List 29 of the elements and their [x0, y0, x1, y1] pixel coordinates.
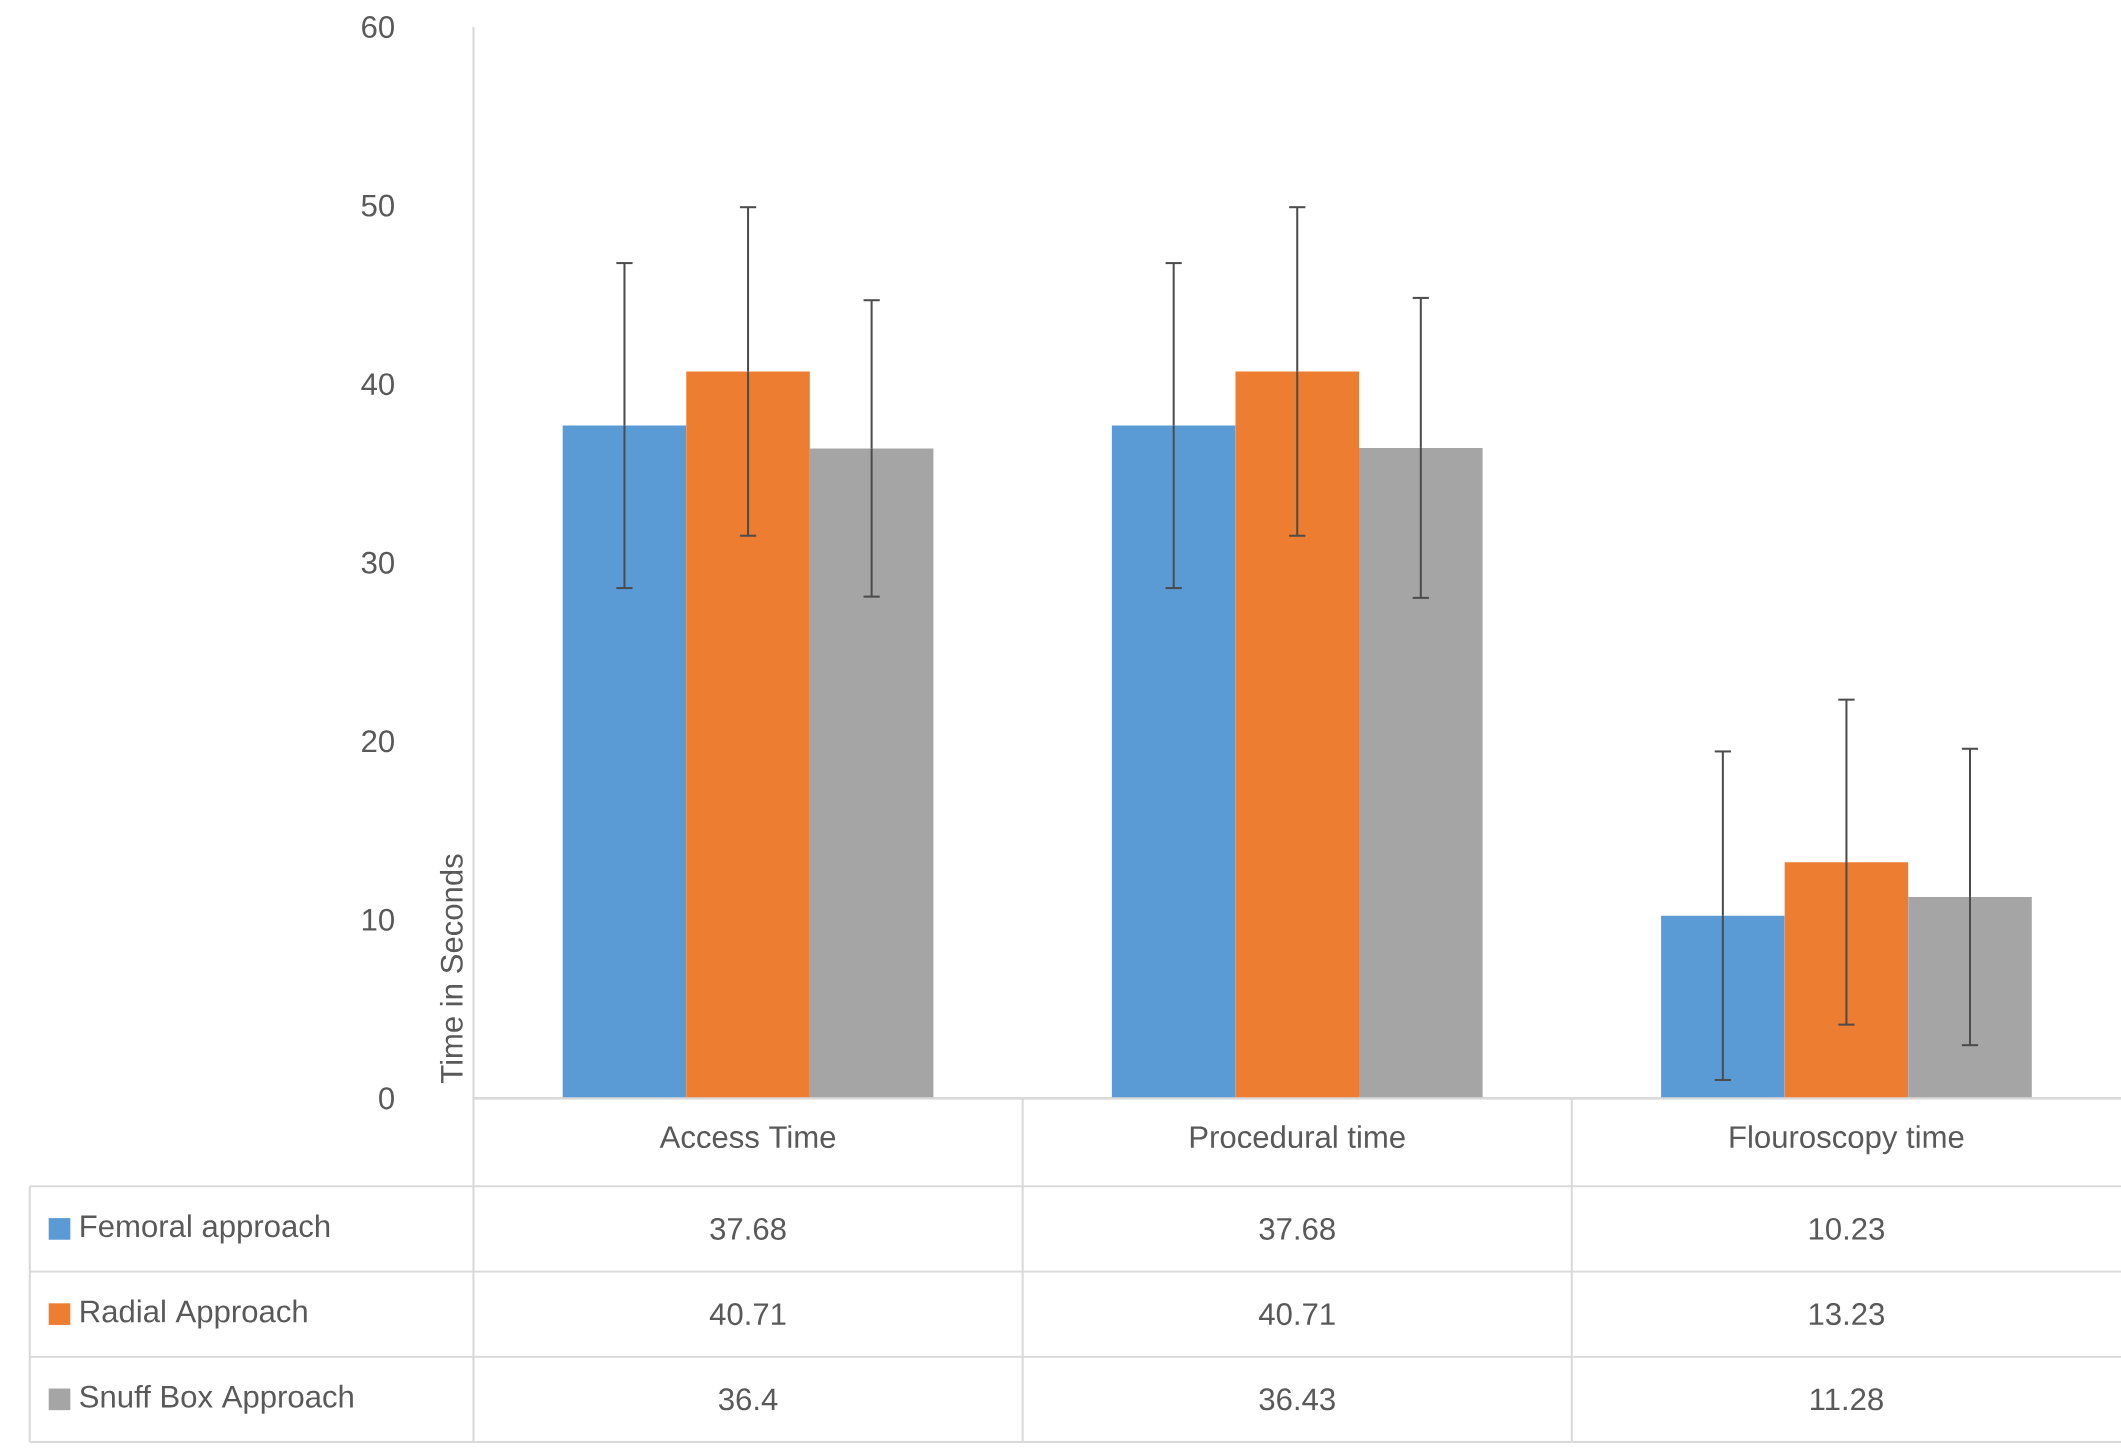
- y-tick-label: 30: [361, 551, 394, 574]
- y-tick-label: 40: [361, 373, 394, 396]
- y-tick-label: 60: [362, 16, 394, 39]
- x-tick-label: Procedural time: [1190, 1125, 1405, 1149]
- legend-label: Femoral approach: [81, 1214, 330, 1244]
- y-tick-label: 20: [362, 730, 394, 753]
- data-label: 10.23: [1809, 1218, 1884, 1241]
- bar: [1359, 448, 1483, 1099]
- bar: [809, 448, 934, 1099]
- bar: [1111, 425, 1236, 1099]
- data-label: 37.68: [1259, 1218, 1335, 1241]
- data-label: 36.43: [1259, 1388, 1335, 1411]
- bar: [1235, 371, 1360, 1099]
- y-tick-label: 50: [361, 194, 394, 217]
- y-axis-title: Time in Seconds: [439, 854, 463, 1084]
- legend-label: Snuff Box Approach: [80, 1384, 353, 1414]
- data-label: 37.68: [710, 1218, 786, 1241]
- data-label: 36.4: [718, 1388, 778, 1411]
- x-tick-label: Access Time: [659, 1125, 836, 1149]
- bar: [562, 425, 687, 1099]
- y-tick-label: 10: [362, 908, 394, 931]
- data-label: 40.71: [1259, 1303, 1335, 1326]
- data-label: 40.71: [709, 1303, 786, 1326]
- x-tick-label: Flouroscopy time: [1730, 1125, 1964, 1155]
- y-tick-label: 0: [379, 1087, 394, 1110]
- bar: [686, 371, 810, 1099]
- data-label: 11.28: [1811, 1388, 1883, 1411]
- data-label: 13.23: [1809, 1303, 1884, 1326]
- legend-label: Radial Approach: [81, 1299, 307, 1329]
